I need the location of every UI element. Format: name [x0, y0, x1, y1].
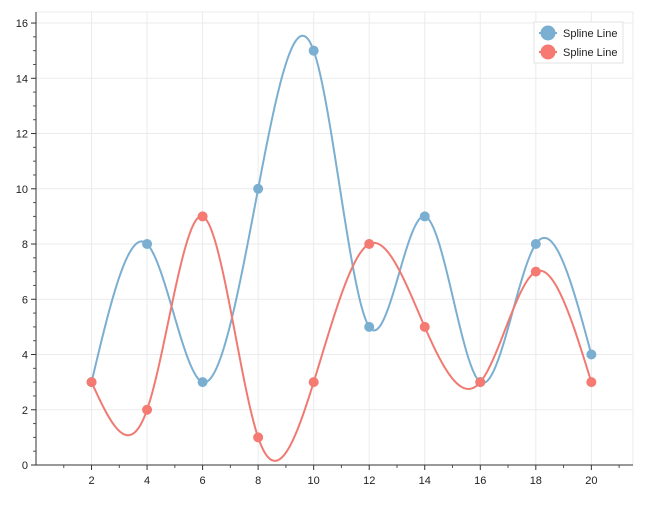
series-line-1	[90, 34, 593, 385]
series-2-point	[308, 377, 319, 388]
x-tick-label: 12	[363, 475, 375, 487]
series-2-point	[142, 404, 153, 415]
axes: 0 2 4 6 8 10 12 14 16 2 4 6 8 10 12 14 16 18 20	[16, 12, 633, 487]
x-tick-label: 20	[585, 475, 597, 487]
legend-swatch-marker	[540, 44, 556, 60]
series-2-point	[586, 377, 597, 388]
legend-label: Spline Line	[563, 28, 617, 40]
series-2-point	[253, 432, 264, 443]
x-tick-label: 4	[144, 475, 150, 487]
series-1-point	[530, 239, 541, 250]
series-line-2	[90, 215, 593, 462]
y-tick-label: 16	[16, 18, 28, 30]
series-1-point	[586, 349, 597, 360]
y-tick-label: 0	[22, 460, 28, 472]
series-1-point	[419, 211, 430, 222]
x-tick-label: 18	[530, 475, 542, 487]
x-tick-label: 6	[200, 475, 206, 487]
series-2-point	[530, 266, 541, 277]
y-tick-label: 6	[22, 294, 28, 306]
x-tick-label: 16	[474, 475, 486, 487]
legend: Spline Line Spline Line	[533, 21, 624, 64]
series-2-point	[475, 377, 486, 388]
series-2-point	[197, 211, 208, 222]
grid-lines	[36, 11, 634, 465]
series-2-point	[419, 321, 430, 332]
series-1-point	[197, 377, 208, 388]
y-tick-label: 2	[22, 405, 28, 417]
y-tick-label: 10	[16, 184, 28, 196]
series-2-point	[86, 377, 97, 388]
series-2-point	[364, 239, 375, 250]
y-tick-label: 14	[16, 73, 28, 85]
x-tick-label: 8	[255, 475, 261, 487]
legend-swatch-marker	[540, 25, 556, 41]
x-tick-label: 2	[88, 475, 94, 487]
legend-label: Spline Line	[563, 47, 617, 59]
series-1-point	[253, 183, 264, 194]
series-1-point	[364, 321, 375, 332]
series-1-point	[142, 239, 153, 250]
series-1-point	[308, 45, 319, 56]
series-layer	[86, 34, 597, 462]
x-tick-label: 14	[419, 475, 431, 487]
y-tick-label: 8	[22, 239, 28, 251]
x-tick-label: 10	[308, 475, 320, 487]
y-tick-label: 4	[22, 350, 28, 362]
y-tick-label: 12	[16, 129, 28, 141]
